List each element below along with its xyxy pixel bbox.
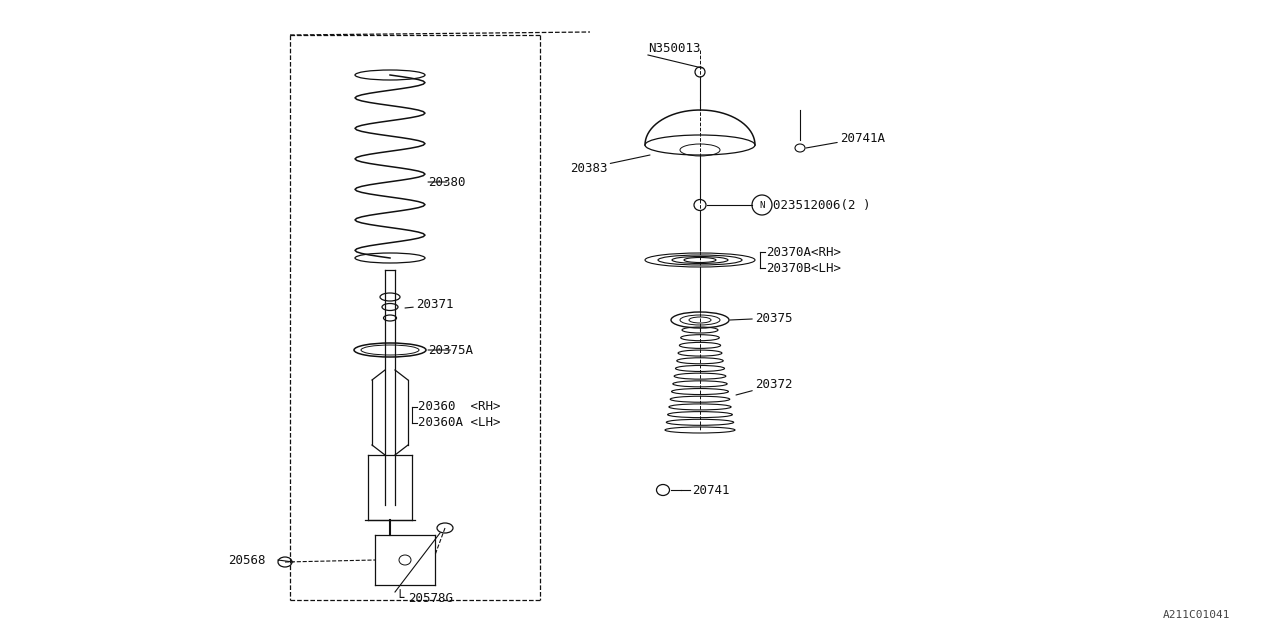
Text: N350013: N350013 <box>648 42 700 54</box>
Text: 20360A <LH>: 20360A <LH> <box>419 417 500 429</box>
Text: 20578G: 20578G <box>408 591 453 605</box>
Text: 20370A<RH>: 20370A<RH> <box>765 246 841 259</box>
Text: 20370B<LH>: 20370B<LH> <box>765 262 841 275</box>
Text: 023512006(2 ): 023512006(2 ) <box>773 198 870 211</box>
Text: A211C01041: A211C01041 <box>1162 610 1230 620</box>
Text: 20741A: 20741A <box>806 131 884 148</box>
Text: 20371: 20371 <box>404 298 453 312</box>
Text: └: └ <box>396 591 403 605</box>
Text: 20372: 20372 <box>736 378 792 395</box>
Text: N: N <box>759 200 764 209</box>
Text: 20375A: 20375A <box>428 344 474 356</box>
Text: 20383: 20383 <box>570 155 650 175</box>
Text: 20360  <RH>: 20360 <RH> <box>419 401 500 413</box>
Text: 20375: 20375 <box>730 312 792 324</box>
Text: 20741: 20741 <box>692 483 730 497</box>
Text: 20568: 20568 <box>228 554 265 566</box>
Text: 20380: 20380 <box>428 175 466 189</box>
